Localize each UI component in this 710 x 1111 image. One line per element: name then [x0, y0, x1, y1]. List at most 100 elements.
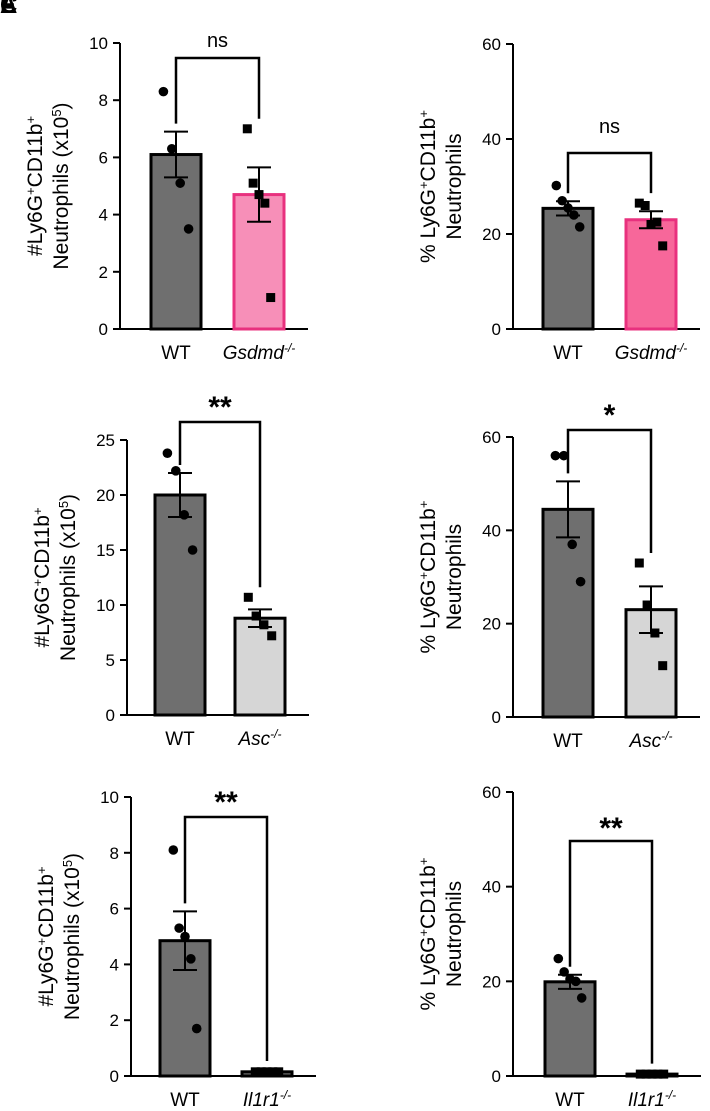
data-point-ko — [242, 124, 252, 134]
y-tick-label: 10 — [96, 596, 115, 615]
x-tick-label-ko: Il1r1-/- — [628, 1088, 676, 1111]
x-tick-label-ko: Gsdmd-/- — [615, 341, 688, 364]
chart-e: #Ly6G+CD11b+ Neutrophils (x105) 0 2 4 6 8 10 WT I… — [34, 786, 316, 1111]
panel-letter-e: E — [0, 0, 17, 19]
x-tick-label-wt: WT — [553, 731, 583, 752]
chart-c: #Ly6G+CD11b+ Neutrophils (x105) 0 5 10 15 20 25… — [30, 391, 309, 750]
y-tick-label: 8 — [99, 91, 108, 110]
significance-label: * — [604, 399, 616, 432]
data-point-wt — [550, 450, 561, 461]
data-point-wt — [183, 224, 194, 234]
y-axis-label-line1: #Ly6G+CD11b+ — [30, 507, 55, 647]
data-point-wt — [171, 466, 181, 476]
y-tick-label: 20 — [482, 615, 501, 634]
data-point-wt — [551, 180, 562, 191]
y-tick-label: 4 — [110, 955, 119, 974]
y-tick-label: 8 — [110, 844, 119, 863]
data-point-ko — [251, 611, 261, 621]
x-tick-label-ko: Il1r1-/- — [243, 1088, 291, 1111]
y-tick-label: 0 — [99, 320, 108, 339]
chart-b: % Ly6G+CD11b+Neutrophils 0 20 40 60 WT Gsdmd-/… — [416, 35, 700, 364]
chart-f: % Ly6G+CD11b+Neutrophils 0 20 40 60 WT Il1r1-/… — [416, 783, 701, 1111]
significance-bracket — [174, 56, 261, 124]
data-point-ko — [650, 628, 660, 638]
bar-wt — [543, 980, 597, 1078]
y-tick-label: 40 — [482, 130, 501, 149]
y-axis-label-line1: % Ly6G+CD11b+ — [416, 110, 441, 263]
data-point-ko — [640, 201, 650, 210]
panel-letters: A C E — [0, 0, 30, 24]
y-tick-label: 0 — [492, 320, 501, 339]
data-point-ko — [642, 600, 652, 610]
data-point-ko — [647, 1069, 657, 1079]
y-tick-label: 2 — [110, 1011, 119, 1030]
bar-ko — [233, 616, 287, 717]
y-tick-label: 20 — [96, 486, 115, 505]
panel-letter-a: A — [0, 0, 18, 19]
data-point-wt — [557, 195, 567, 206]
y-tick-label: 40 — [482, 878, 501, 897]
bar-wt — [149, 153, 203, 331]
y-tick-label: 60 — [482, 783, 501, 802]
data-point-ko — [658, 241, 668, 251]
data-point-ko — [250, 1067, 260, 1077]
data-point-wt — [180, 931, 190, 942]
data-point-wt — [174, 923, 184, 933]
y-tick-label: 0 — [106, 706, 115, 725]
bar-wt — [153, 493, 207, 717]
y-axis-label-line2: Neutrophils — [443, 133, 466, 239]
y-tick-label: 4 — [99, 206, 108, 225]
data-point-wt — [179, 510, 189, 520]
data-point-ko — [259, 620, 269, 630]
y-axis-label-line2: Neutrophils (x105) — [60, 853, 85, 1020]
y-axis-label-line2: Neutrophils — [443, 881, 466, 987]
data-point-ko — [243, 592, 253, 602]
y-tick-label: 6 — [110, 900, 119, 919]
y-tick-label: 60 — [482, 428, 501, 447]
data-point-wt — [168, 845, 179, 855]
significance-bracket — [178, 420, 262, 588]
data-point-ko — [262, 1067, 272, 1077]
data-point-wt — [571, 976, 581, 987]
bar-wt — [541, 206, 595, 331]
data-point-ko — [274, 1067, 284, 1077]
data-point-wt — [162, 448, 173, 459]
data-point-wt — [191, 1023, 202, 1034]
y-tick-label: 60 — [482, 35, 501, 54]
x-tick-label-wt: WT — [161, 343, 191, 364]
x-tick-label-wt: WT — [553, 343, 583, 364]
significance-bracket — [183, 815, 269, 1061]
chart-d: % Ly6G+CD11b+Neutrophils 0 20 40 60 WT Asc-/- * — [416, 399, 700, 752]
significance-bracket — [568, 839, 654, 1064]
data-point-wt — [186, 954, 196, 964]
data-point-wt — [187, 545, 198, 555]
y-axis-label-line2: Neutrophils — [443, 524, 466, 630]
data-point-wt — [559, 967, 569, 977]
y-tick-label: 15 — [96, 541, 115, 560]
y-axis-label-line2: Neutrophils (x105) — [56, 494, 81, 661]
y-tick-label: 10 — [89, 34, 108, 53]
y-tick-label: 0 — [492, 1067, 501, 1086]
significance-bracket — [566, 151, 653, 194]
significance-label: ns — [207, 30, 228, 52]
data-point-ko — [266, 293, 276, 303]
data-point-wt — [574, 222, 585, 232]
y-tick-label: 25 — [96, 431, 115, 450]
data-point-ko — [256, 1067, 266, 1077]
y-axis-label-line1: % Ly6G+CD11b+ — [416, 501, 441, 654]
data-point-wt — [575, 576, 586, 587]
data-point-wt — [567, 539, 577, 550]
data-point-ko — [641, 1069, 651, 1079]
y-axis-label-line2: Neutrophils (x105) — [49, 102, 74, 269]
significance-bracket — [566, 428, 653, 553]
data-point-ko — [634, 198, 644, 208]
data-point-ko — [267, 631, 277, 641]
y-tick-label: 20 — [482, 972, 501, 991]
data-point-ko — [635, 1069, 645, 1079]
panel-letter-c: C — [0, 0, 18, 19]
data-point-ko — [260, 198, 270, 208]
x-tick-label-wt: WT — [165, 729, 195, 750]
significance-label: ** — [599, 812, 623, 845]
data-point-ko — [646, 220, 656, 229]
y-tick-label: 2 — [99, 263, 108, 282]
